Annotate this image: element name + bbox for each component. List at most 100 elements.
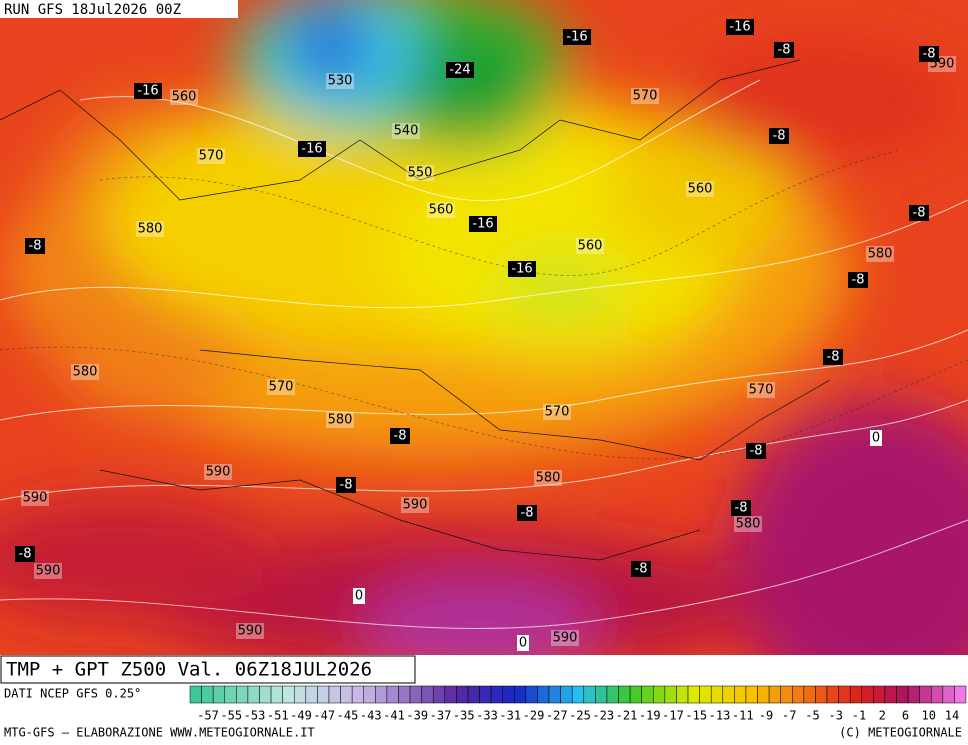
temperature-label-bg [731, 500, 751, 516]
temperature-label: -8 [923, 47, 936, 62]
colorbar-swatch [409, 685, 422, 704]
colorbar-swatch [502, 685, 515, 704]
source-label: DATI NCEP GFS 0.25° [4, 687, 141, 701]
temperature-label-bg [563, 29, 591, 45]
colorbar-label: -19 [639, 709, 661, 723]
colorbar-swatch [873, 685, 886, 704]
temperature-label-bg [774, 42, 794, 58]
colorbar-swatch [745, 685, 758, 704]
colorbar-swatch [653, 685, 666, 704]
borders [0, 59, 831, 561]
colorbar-swatch [931, 685, 944, 704]
temperature-label: 0 [519, 636, 527, 651]
colorbar-swatch [432, 685, 446, 704]
colorbar-label: 2 [879, 709, 886, 723]
height-label: 580 [736, 517, 761, 532]
colorbar-label: -57 [197, 709, 219, 723]
colorbar-swatch [583, 685, 596, 704]
colorbar-label: -55 [220, 709, 242, 723]
temperature-label: -8 [29, 239, 42, 254]
colorbar-swatch [537, 685, 550, 704]
colorbar-swatch [849, 685, 863, 704]
colorbar-label: -31 [499, 709, 521, 723]
height-label-bg [136, 221, 164, 237]
colorbar-swatch [687, 685, 700, 704]
height-label-bg [267, 379, 295, 395]
height-label-bg [551, 630, 579, 646]
map-labels: 530 560 570 540 550 560 580 560 560 570 590 580 580 5… [15, 19, 956, 651]
colorbar-label: -49 [290, 709, 312, 723]
colorbar-swatch [224, 685, 237, 704]
colorbar-label: -25 [569, 709, 591, 723]
height-label: 590 [23, 491, 48, 506]
colorbar-swatch [201, 685, 214, 704]
colorbar-swatch [351, 685, 364, 704]
colorbar-swatch [641, 685, 654, 704]
map-field [0, 0, 968, 655]
colorbar-swatch [525, 685, 538, 704]
colorbar-swatch [560, 685, 573, 704]
temperature-label-bg [446, 62, 474, 78]
temperature-label-bg [508, 261, 536, 277]
colorbar-swatch [757, 685, 770, 704]
temperature-label-bg [726, 19, 754, 35]
height-label-bg [576, 238, 604, 254]
height-contours [0, 79, 968, 629]
copyright-label: (C) METEOGIORNALE [839, 726, 962, 740]
colorbar-label: -5 [805, 709, 819, 723]
temperature-label-bg [15, 546, 35, 562]
colorbar-label: -53 [244, 709, 266, 723]
colorbar-swatch [340, 685, 353, 704]
height-label: 580 [328, 413, 353, 428]
colorbar-swatch [375, 685, 388, 704]
height-label-bg [686, 181, 714, 197]
colorbar-label: -43 [360, 709, 382, 723]
temperature-label-bg [25, 238, 45, 254]
height-label-bg [734, 516, 762, 532]
temperature-label: 0 [355, 589, 363, 604]
colorbar-swatch [282, 685, 295, 704]
colorbar-swatch [618, 685, 631, 704]
height-label: 590 [36, 564, 61, 579]
temperature-label: -8 [827, 350, 840, 365]
height-label: 570 [749, 383, 774, 398]
colorbar-swatch [259, 685, 272, 704]
colorbar-swatch [236, 685, 249, 704]
colorbar-swatch [398, 685, 411, 704]
colorbar-swatch [328, 685, 341, 704]
temperature-label: -16 [566, 30, 587, 45]
height-label: 560 [578, 239, 603, 254]
colorbar-label: -17 [662, 709, 684, 723]
colorbar-label: -13 [709, 709, 731, 723]
height-label: 590 [403, 498, 428, 513]
colorbar-swatch [467, 685, 480, 704]
temperature-label: 0 [872, 431, 880, 446]
title-box [0, 655, 416, 684]
temperature-label: -8 [394, 429, 407, 444]
colorbar-label: -15 [685, 709, 707, 723]
temperature-label-bg [631, 561, 651, 577]
colorbar-label: -3 [829, 709, 843, 723]
height-label: 580 [536, 471, 561, 486]
colorbar-swatch [189, 685, 202, 704]
temperature-label: -16 [729, 20, 750, 35]
height-label-bg [406, 165, 434, 181]
temperature-label-bg [746, 443, 766, 459]
header-box [0, 0, 238, 18]
height-label-bg [866, 246, 894, 262]
colorbar-swatch [548, 685, 561, 704]
height-label-bg [204, 464, 232, 480]
height-label-bg [326, 73, 354, 89]
height-label-bg [170, 89, 198, 105]
colorbar-label: -37 [430, 709, 452, 723]
height-label: 590 [553, 631, 578, 646]
colorbar-swatch [907, 685, 920, 704]
colorbar-swatch [919, 685, 932, 704]
colorbar-swatch [803, 685, 816, 704]
height-label: 570 [633, 89, 658, 104]
colorbar-label: 14 [945, 709, 959, 723]
colorbar-swatch [479, 685, 492, 704]
height-label: 550 [408, 166, 433, 181]
colorbar-label: -35 [453, 709, 475, 723]
